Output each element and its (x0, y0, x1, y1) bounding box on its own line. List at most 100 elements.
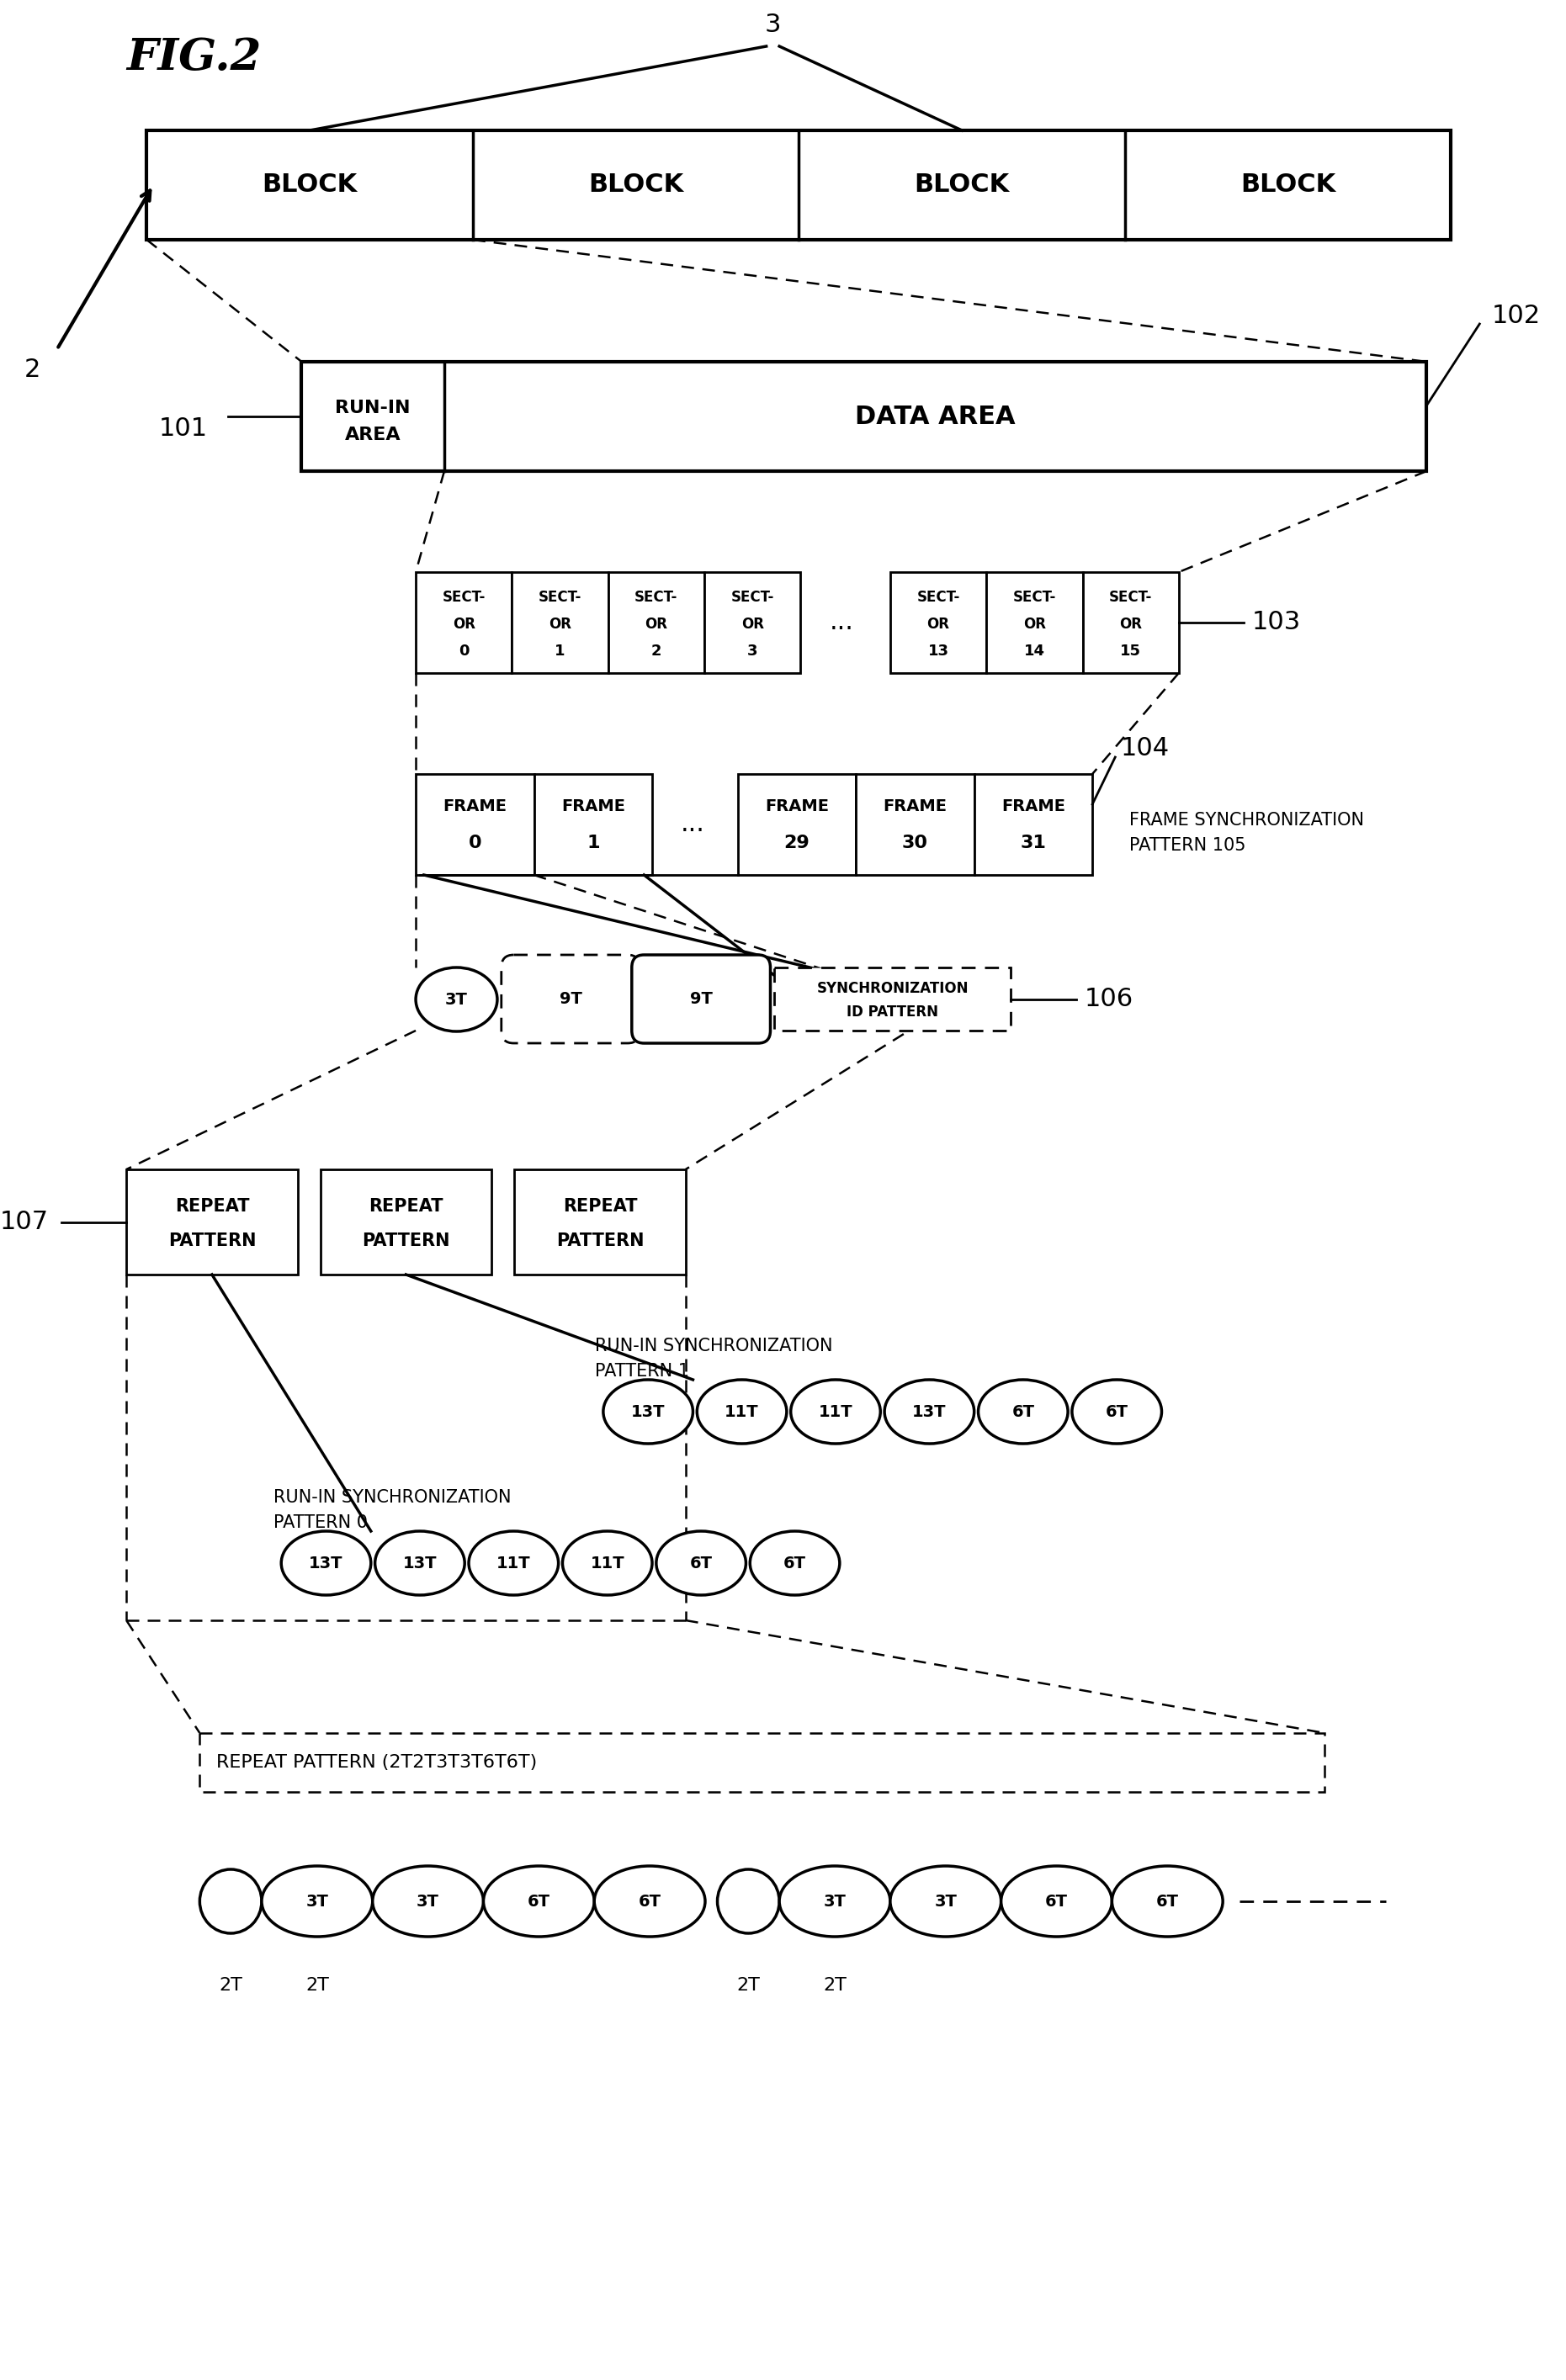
Text: RUN-IN SYNCHRONIZATION: RUN-IN SYNCHRONIZATION (272, 1490, 511, 1507)
Text: RUN-IN: RUN-IN (335, 400, 410, 416)
Text: 3T: 3T (305, 1894, 329, 1909)
Text: ...: ... (828, 609, 853, 635)
Text: FRAME: FRAME (883, 797, 947, 814)
Ellipse shape (373, 1866, 484, 1937)
Text: OR: OR (1120, 616, 1142, 633)
Text: 2T: 2T (305, 1978, 329, 1994)
Text: DATA AREA: DATA AREA (855, 405, 1016, 428)
Bar (302, 362, 1427, 471)
Ellipse shape (468, 1530, 559, 1595)
Ellipse shape (1001, 1866, 1112, 1937)
Text: 13T: 13T (309, 1554, 343, 1571)
Text: 3T: 3T (935, 1894, 957, 1909)
Text: SYNCHRONIZATION: SYNCHRONIZATION (817, 981, 969, 997)
FancyBboxPatch shape (501, 954, 640, 1042)
Text: 103: 103 (1253, 609, 1301, 635)
Bar (608, 571, 705, 674)
Text: 6T: 6T (639, 1894, 661, 1909)
Ellipse shape (697, 1380, 786, 1445)
Text: 1: 1 (554, 643, 565, 659)
Text: FRAME: FRAME (443, 797, 507, 814)
Text: REPEAT: REPEAT (562, 1197, 637, 1214)
Text: 6T: 6T (528, 1894, 550, 1909)
Text: SECT-: SECT- (1109, 590, 1153, 605)
Text: 29: 29 (785, 835, 810, 852)
Bar (321, 1169, 492, 1276)
Text: BLOCK: BLOCK (589, 174, 683, 198)
Bar (534, 774, 651, 876)
Text: PATTERN 105: PATTERN 105 (1129, 838, 1245, 854)
Bar (415, 571, 512, 674)
Text: OR: OR (645, 616, 667, 633)
Text: 13T: 13T (913, 1404, 946, 1421)
Ellipse shape (979, 1380, 1068, 1445)
Text: FRAME: FRAME (764, 797, 828, 814)
Bar (200, 1733, 1325, 1792)
Bar (738, 774, 857, 876)
Text: 2T: 2T (219, 1978, 243, 1994)
Bar (415, 774, 534, 876)
Text: 2T: 2T (824, 1978, 847, 1994)
Text: SECT-: SECT- (731, 590, 774, 605)
Text: OR: OR (741, 616, 764, 633)
Text: 3T: 3T (824, 1894, 846, 1909)
Text: FIG.2: FIG.2 (127, 36, 262, 79)
Bar (514, 1169, 686, 1276)
Text: 14: 14 (1024, 643, 1045, 659)
Text: 3T: 3T (445, 992, 468, 1007)
Text: PATTERN: PATTERN (168, 1233, 255, 1250)
Text: 6T: 6T (1156, 1894, 1179, 1909)
Ellipse shape (656, 1530, 745, 1595)
Ellipse shape (1073, 1380, 1162, 1445)
Ellipse shape (791, 1380, 880, 1445)
Text: 1: 1 (587, 835, 600, 852)
Bar (974, 774, 1093, 876)
Text: 11T: 11T (725, 1404, 760, 1421)
Ellipse shape (1112, 1866, 1223, 1937)
Text: 6T: 6T (689, 1554, 713, 1571)
Text: REPEAT: REPEAT (368, 1197, 443, 1214)
Text: 6T: 6T (1012, 1404, 1035, 1421)
Text: PATTERN: PATTERN (362, 1233, 449, 1250)
Circle shape (717, 1868, 780, 1933)
Ellipse shape (780, 1866, 889, 1937)
Bar (512, 571, 608, 674)
Ellipse shape (603, 1380, 692, 1445)
Text: OR: OR (1023, 616, 1046, 633)
Text: ID PATTERN: ID PATTERN (847, 1004, 938, 1019)
Text: 11T: 11T (819, 1404, 852, 1421)
Text: PATTERN: PATTERN (556, 1233, 644, 1250)
Text: OR: OR (453, 616, 474, 633)
Bar (705, 571, 800, 674)
Text: SECT-: SECT- (539, 590, 581, 605)
Ellipse shape (374, 1530, 465, 1595)
FancyBboxPatch shape (631, 954, 770, 1042)
Ellipse shape (484, 1866, 594, 1937)
Ellipse shape (262, 1866, 373, 1937)
Bar (147, 131, 1452, 240)
Text: 30: 30 (902, 835, 929, 852)
Text: 102: 102 (1492, 302, 1541, 328)
Text: 11T: 11T (590, 1554, 625, 1571)
Text: RUN-IN SYNCHRONIZATION: RUN-IN SYNCHRONIZATION (595, 1338, 833, 1354)
Text: 107: 107 (0, 1209, 49, 1235)
Bar (775, 969, 1010, 1031)
Text: BLOCK: BLOCK (262, 174, 357, 198)
Text: 6T: 6T (1045, 1894, 1068, 1909)
Text: SECT-: SECT- (442, 590, 485, 605)
Text: 31: 31 (1021, 835, 1046, 852)
Text: PATTERN 1: PATTERN 1 (595, 1364, 689, 1380)
Ellipse shape (594, 1866, 705, 1937)
Bar (889, 571, 987, 674)
Text: 3: 3 (764, 12, 781, 38)
Text: 101: 101 (160, 416, 208, 440)
Text: SECT-: SECT- (634, 590, 678, 605)
Text: 13T: 13T (631, 1404, 666, 1421)
Text: AREA: AREA (345, 426, 401, 443)
Text: 0: 0 (459, 643, 470, 659)
Text: OR: OR (927, 616, 949, 633)
Ellipse shape (562, 1530, 651, 1595)
Ellipse shape (889, 1866, 1001, 1937)
Text: BLOCK: BLOCK (915, 174, 1010, 198)
Text: 3T: 3T (417, 1894, 440, 1909)
